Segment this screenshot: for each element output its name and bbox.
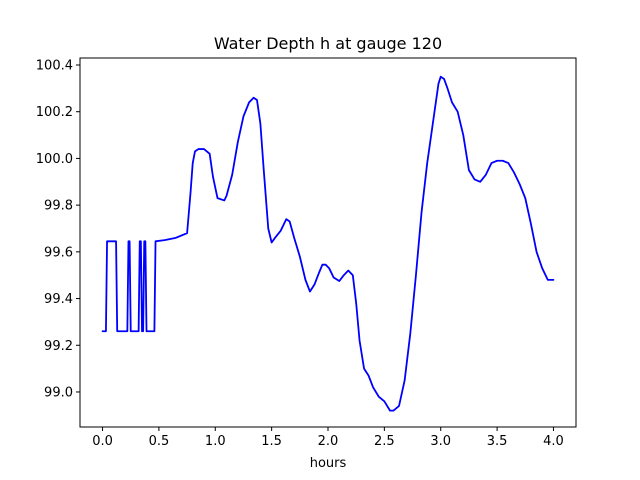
y-tick-label: 99.2 [44, 339, 73, 354]
x-tick-label: 3.0 [430, 434, 451, 449]
x-tick-label: 0.0 [92, 434, 113, 449]
x-tick-label: 3.5 [487, 434, 508, 449]
y-tick-label: 100.0 [36, 152, 73, 167]
x-tick-label: 2.0 [318, 434, 339, 449]
y-tick-label: 99.4 [44, 292, 73, 307]
x-axis-label: hours [310, 456, 347, 471]
series-line-0 [101, 75, 555, 412]
y-tick-label: 99.0 [44, 385, 73, 400]
plot-area [101, 75, 555, 412]
x-tick-label: 2.5 [374, 434, 395, 449]
y-tick-label: 100.4 [36, 59, 73, 74]
x-tick-label: 0.5 [149, 434, 170, 449]
axes-frame [79, 57, 577, 428]
y-axis-ticks: 99.0 99.2 99.4 99.6 99.8 100.0 100.2 100.4 [36, 59, 80, 400]
x-tick-label: 4.0 [543, 434, 564, 449]
x-tick-label: 1.0 [205, 434, 226, 449]
y-tick-label: 100.2 [36, 105, 73, 120]
x-axis-ticks: 0.0 0.5 1.0 1.5 2.0 2.5 3.0 3.5 4.0 [92, 427, 564, 449]
chart-title: Water Depth h at gauge 120 [214, 34, 442, 53]
x-tick-label: 1.5 [261, 434, 282, 449]
y-tick-label: 99.6 [44, 245, 73, 260]
y-tick-label: 99.8 [44, 199, 73, 214]
